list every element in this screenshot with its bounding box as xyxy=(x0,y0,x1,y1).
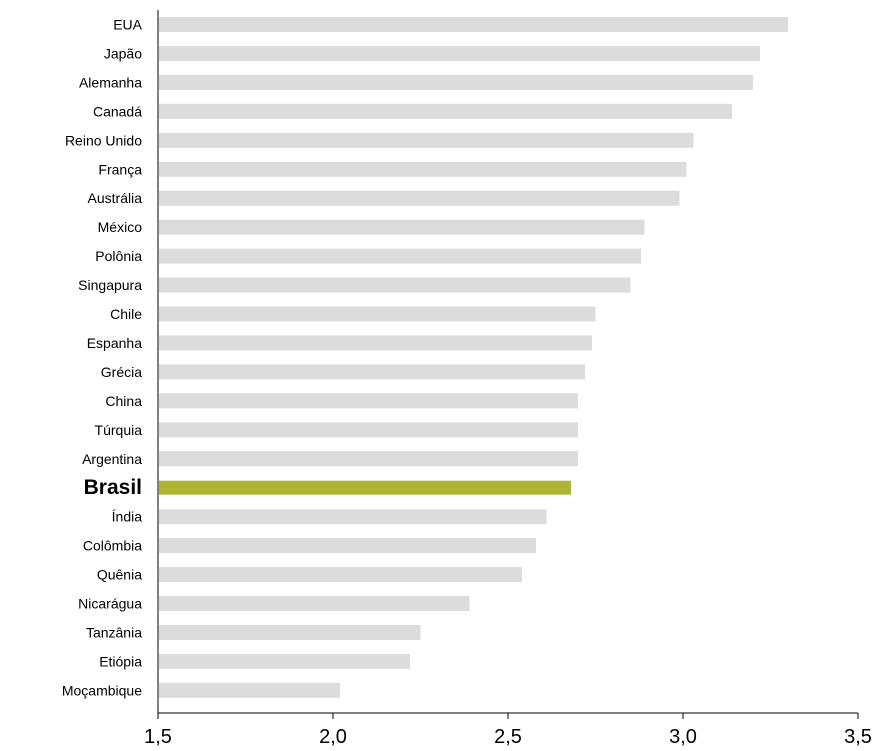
category-label-singapura: Singapura xyxy=(78,277,142,293)
x-tick-label: 1,5 xyxy=(144,726,172,748)
category-label-colombia: Colômbia xyxy=(83,538,142,554)
category-label-mexico: México xyxy=(98,219,143,235)
category-label-grecia: Grécia xyxy=(101,364,142,380)
bar-etiopia xyxy=(159,653,410,669)
bar-canada xyxy=(159,103,732,119)
bar-grecia xyxy=(159,364,585,380)
category-label-alemanha: Alemanha xyxy=(79,74,142,90)
bar-mocambique xyxy=(159,682,340,698)
bar-argentina xyxy=(159,451,578,467)
bar-colombia xyxy=(159,538,536,554)
category-label-canada: Canadá xyxy=(93,103,142,119)
bar-polonia xyxy=(159,248,641,264)
category-label-chile: Chile xyxy=(110,306,142,322)
bar-singapura xyxy=(159,277,631,293)
bar-reino-unido xyxy=(159,132,694,148)
bar-tanzania xyxy=(159,624,421,640)
bar-turquia xyxy=(159,422,578,438)
category-label-franca: França xyxy=(98,161,142,177)
bar-australia xyxy=(159,190,680,206)
x-axis-ticks: 1,5 2,0 2,5 3,0 3,5 xyxy=(144,713,872,748)
category-label-australia: Austrália xyxy=(88,190,143,206)
category-labels: EUA Japão Alemanha Canadá Reino Unido França A… xyxy=(62,17,143,699)
bar-mexico xyxy=(159,219,645,235)
category-label-reino-unido: Reino Unido xyxy=(65,132,142,148)
category-label-espanha: Espanha xyxy=(87,335,142,351)
category-label-china: China xyxy=(105,393,142,409)
category-label-india: Índia xyxy=(112,509,143,525)
x-tick-label: 2,5 xyxy=(494,726,522,748)
category-label-argentina: Argentina xyxy=(82,451,142,467)
x-tick-label: 3,5 xyxy=(844,726,872,748)
bar-india xyxy=(159,509,547,525)
bar-alemanha xyxy=(159,74,753,90)
bar-franca xyxy=(159,161,687,177)
x-tick-label: 2,0 xyxy=(319,726,347,748)
bar-china xyxy=(159,393,578,409)
category-label-brasil: Brasil xyxy=(84,476,142,499)
category-label-mocambique: Moçambique xyxy=(62,682,142,698)
bar-brasil xyxy=(159,480,571,495)
category-label-tanzania: Tanzânia xyxy=(86,624,142,640)
category-label-quenia: Quênia xyxy=(97,567,142,583)
category-label-turquia: Túrquia xyxy=(95,422,143,438)
bar-japao xyxy=(159,45,760,61)
category-label-nicaragua: Nicarágua xyxy=(78,596,142,612)
x-tick-label: 3,0 xyxy=(669,726,697,748)
bar-eua xyxy=(159,17,788,32)
category-label-eua: EUA xyxy=(113,17,142,33)
bar-nicaragua xyxy=(159,596,470,611)
bar-quenia xyxy=(159,567,522,583)
category-label-japao: Japão xyxy=(104,45,142,61)
bar-espanha xyxy=(159,335,592,351)
category-label-etiopia: Etiópia xyxy=(99,653,142,669)
category-label-polonia: Polônia xyxy=(95,248,142,264)
bar-chile xyxy=(159,306,596,322)
bars-group xyxy=(159,17,788,698)
